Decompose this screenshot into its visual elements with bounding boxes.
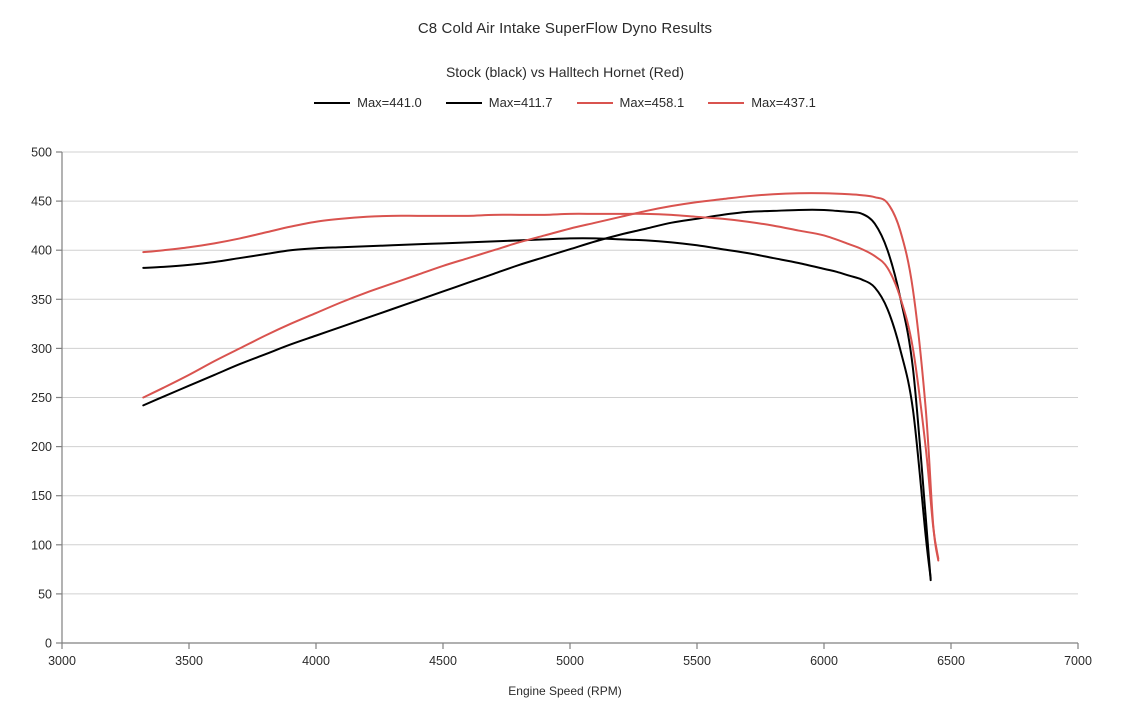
y-axis-ticks: 0 50 100 150 200 250 300 350 400 450 500 xyxy=(31,146,62,651)
legend-label-series-1: Max=441.0 xyxy=(357,95,422,110)
x-tick-label: 4500 xyxy=(429,654,457,668)
legend-swatch-series-4 xyxy=(708,101,745,104)
chart-legend: Max=441.0 Max=411.7 Max=458.1 Max=437.1 xyxy=(0,95,1130,110)
x-tick-label: 4000 xyxy=(302,654,330,668)
legend-label-series-3: Max=458.1 xyxy=(619,95,685,110)
series-line-2 xyxy=(142,237,932,580)
x-tick-label: 6000 xyxy=(810,654,838,668)
x-tick-label: 7000 xyxy=(1064,654,1092,668)
legend-item: Max=411.7 xyxy=(445,95,553,110)
x-axis-label: Engine Speed (RPM) xyxy=(508,684,622,698)
y-tick-label: 250 xyxy=(31,391,52,405)
y-tick-label: 400 xyxy=(31,244,52,258)
y-tick-label: 350 xyxy=(31,293,52,307)
y-tick-label: 100 xyxy=(31,538,52,552)
legend-item: Max=458.1 xyxy=(576,95,685,110)
x-tick-label: 3500 xyxy=(175,654,203,668)
y-tick-label: 150 xyxy=(31,489,52,503)
x-tick-label: 5500 xyxy=(683,654,711,668)
chart-subtitle: Stock (black) vs Halltech Hornet (Red) xyxy=(445,64,685,80)
legend-swatch-series-1 xyxy=(314,101,351,104)
y-tick-label: 500 xyxy=(31,146,52,160)
series-line-3 xyxy=(142,192,940,562)
y-tick-label: 300 xyxy=(31,342,52,356)
chart-title: C8 Cold Air Intake SuperFlow Dyno Result… xyxy=(417,20,713,37)
x-axis-ticks: 3000 3500 4000 4500 5000 5500 6000 6500 7000 xyxy=(48,643,1092,668)
x-tick-label: 6500 xyxy=(937,654,965,668)
y-tick-label: 450 xyxy=(31,195,52,209)
x-tick-label: 3000 xyxy=(48,654,76,668)
legend-label-series-2: Max=411.7 xyxy=(488,95,553,110)
data-series xyxy=(142,192,940,582)
x-tick-label: 5000 xyxy=(556,654,584,668)
legend-swatch-series-2 xyxy=(445,101,482,104)
grid-lines xyxy=(62,151,1078,644)
legend-swatch-series-3 xyxy=(576,101,613,104)
legend-item: Max=441.0 xyxy=(314,95,422,110)
y-tick-label: 50 xyxy=(38,587,52,601)
series-line-4 xyxy=(142,212,940,560)
legend-label-series-4: Max=437.1 xyxy=(751,95,816,110)
y-tick-label: 200 xyxy=(31,440,52,454)
legend-item: Max=437.1 xyxy=(708,95,816,110)
y-tick-label: 0 xyxy=(45,637,52,651)
